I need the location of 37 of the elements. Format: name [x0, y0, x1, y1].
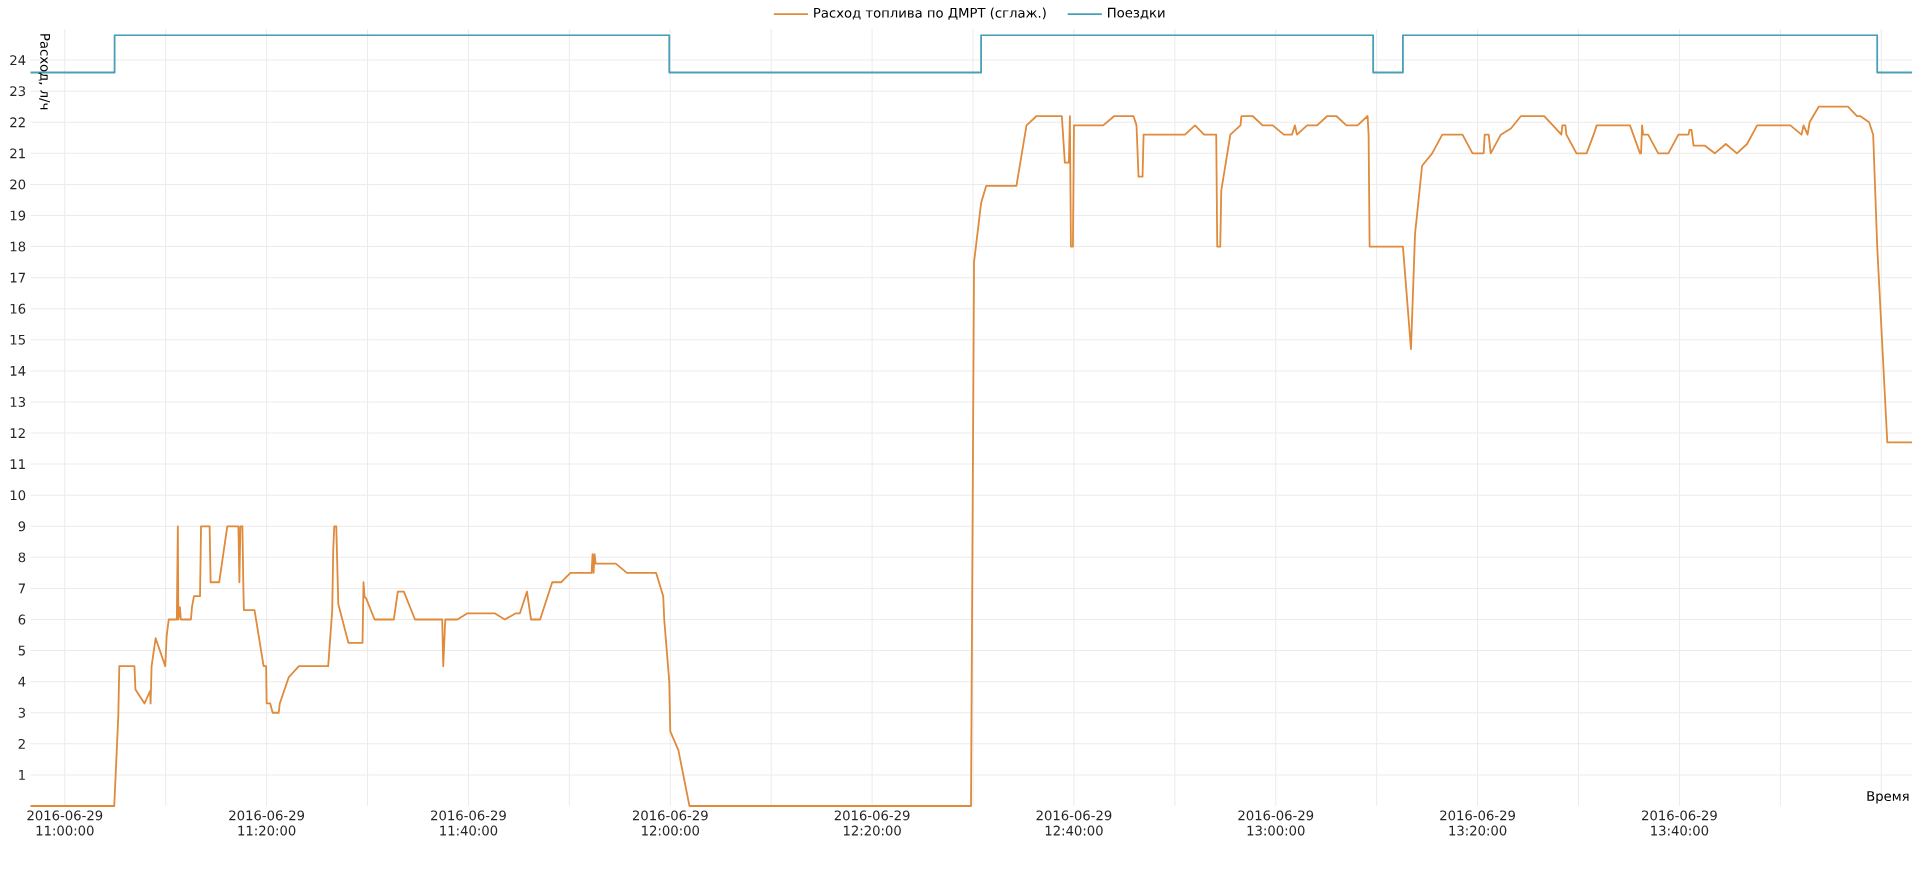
- y-tick-label: 13: [10, 396, 26, 407]
- x-tick-label: 2016-06-29 12:40:00: [1036, 810, 1112, 836]
- y-tick-label: 23: [10, 86, 26, 97]
- y-tick-label: 16: [10, 303, 26, 314]
- y-tick-label: 15: [10, 334, 25, 345]
- y-tick-label: 14: [10, 366, 26, 376]
- y-tick-label: 22: [10, 117, 25, 128]
- y-tick-label: 2: [18, 738, 25, 749]
- y-tick-label: 6: [18, 614, 26, 625]
- x-axis-title: Время: [1867, 791, 1909, 804]
- y-tick-label: 19: [10, 210, 26, 221]
- x-tick-label: 2016-06-29 12:00:00: [632, 810, 708, 836]
- y-tick-label: 3: [18, 707, 26, 718]
- x-tick-label: 2016-06-29 13:20:00: [1440, 810, 1515, 836]
- y-tick-label: 10: [10, 490, 26, 501]
- y-tick-label: 8: [18, 552, 26, 563]
- x-tick-label: 2016-06-29 13:00:00: [1238, 810, 1314, 836]
- y-tick-label: 12: [10, 428, 25, 438]
- y-axis-title: Расход, л/ч: [38, 34, 51, 110]
- y-tick-label: 9: [18, 521, 26, 532]
- legend-label: Поездки: [1108, 7, 1165, 20]
- x-tick-label: 2016-06-29 11:20:00: [229, 810, 305, 836]
- legend-label: Расход топлива по ДМРТ (сглаж.): [814, 7, 1046, 20]
- y-tick-label: 20: [10, 179, 26, 190]
- x-tick-label: 2016-06-29 12:20:00: [834, 810, 910, 836]
- x-tick-label: 2016-06-29 11:40:00: [431, 810, 506, 836]
- y-tick-label: 24: [10, 55, 26, 65]
- y-tick-label: 21: [10, 148, 25, 159]
- y-tick-label: 5: [18, 645, 25, 656]
- y-tick-label: 7: [18, 583, 25, 594]
- y-tick-label: 18: [10, 241, 26, 252]
- y-tick-label: 17: [10, 272, 25, 283]
- y-tick-label: 4: [18, 676, 26, 687]
- y-tick-label: 1: [19, 770, 25, 780]
- x-tick-label: 2016-06-29 13:40:00: [1642, 810, 1717, 836]
- x-tick-label: 2016-06-29 11:00:00: [27, 810, 103, 836]
- y-tick-label: 11: [10, 459, 25, 469]
